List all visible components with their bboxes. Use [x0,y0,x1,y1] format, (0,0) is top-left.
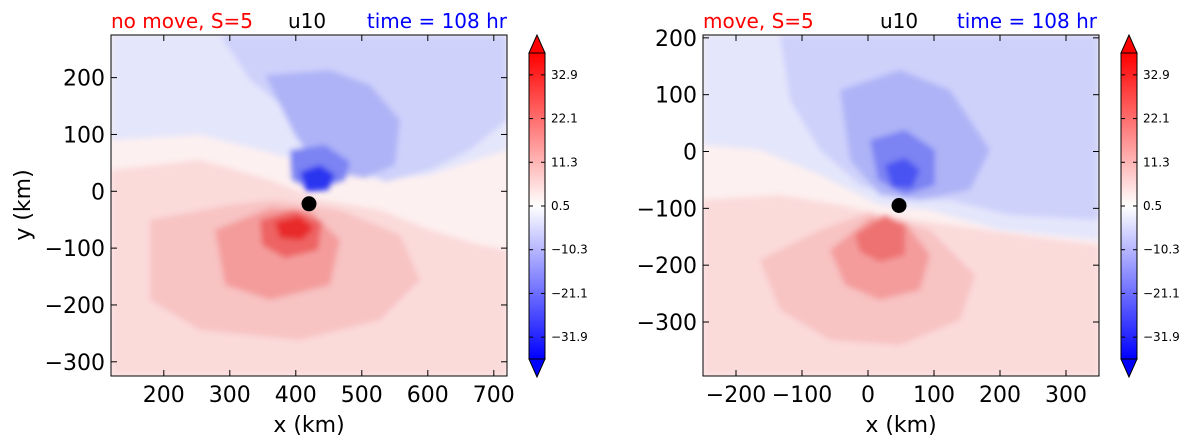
colorbar-extend-min [1120,358,1138,379]
y-tick-label: 200 [63,67,105,92]
y-tick-label: 0 [91,180,105,205]
y-axis: 200 100 0 −100 −200 −300 [45,67,507,376]
panel-title-center: u10 [288,9,326,33]
colorbar-tick-label: −21.1 [551,286,588,300]
plot-area [111,35,507,376]
panel-title-right: time = 108 hr [367,9,508,33]
x-tick-label: 100 [913,383,955,408]
x-axis-label: x (km) [273,413,344,438]
colorbar-tick-label: 11.3 [1143,155,1170,169]
plot-frame [702,34,1100,377]
panel-title-left: move, S=5 [703,9,814,33]
colorbar-ticks: 32.9 22.1 11.3 0.5 −10.3 −21.1 −31.9 [1121,68,1180,344]
panel-no-move: no move, S=5 u10 time = 108 hr 200 300 400… [11,9,588,438]
y-axis: 200 100 0 −100 −200 −300 [637,27,1099,336]
x-tick-label: −100 [772,383,832,408]
y-tick-label: 100 [655,84,697,109]
colorbar: 32.9 22.1 11.3 0.5 −10.3 −21.1 −31.9 [528,33,588,379]
x-tick-label: 300 [209,383,251,408]
colorbar-tick-label: −10.3 [1143,243,1180,257]
colorbar-tick-label: 0.5 [551,199,570,213]
y-tick-label: 200 [655,27,697,52]
field-blue-core [300,165,335,192]
field-red-core [275,216,314,240]
y-tick-label: −300 [45,351,105,376]
colorbar-extend-max [528,33,546,54]
colorbar-tick-label: 11.3 [551,155,578,169]
colorbar-extend-min [528,358,546,379]
x-tick-label: 200 [979,383,1021,408]
x-axis-label: x (km) [865,413,936,438]
y-tick-label: 0 [683,141,697,166]
panel-title-right: time = 108 hr [957,9,1098,33]
colorbar-tick-label: −10.3 [551,243,588,257]
y-tick-label: −200 [637,254,697,279]
x-tick-label: 500 [341,383,383,408]
colorbar-ticks: 32.9 22.1 11.3 0.5 −10.3 −21.1 −31.9 [529,68,588,344]
storm-center-marker [301,196,317,212]
y-tick-label: −300 [637,311,697,336]
x-tick-label: −200 [706,383,766,408]
field-red-strong [855,215,905,262]
y-tick-label: −200 [45,294,105,319]
panel-title-center: u10 [880,9,918,33]
x-tick-label: 700 [473,383,515,408]
x-tick-label: 400 [275,383,317,408]
colorbar-tick-label: 0.5 [1143,199,1162,213]
x-tick-label: 200 [143,383,185,408]
colorbar-tick-label: 32.9 [1143,68,1170,82]
y-tick-label: 100 [63,123,105,148]
colorbar: 32.9 22.1 11.3 0.5 −10.3 −21.1 −31.9 [1120,33,1180,379]
x-tick-label: 300 [1045,383,1087,408]
y-tick-label: −100 [637,197,697,222]
plot-frame [110,34,508,377]
panel-title-left: no move, S=5 [111,9,253,33]
colorbar-extend-max [1120,33,1138,54]
field-blue-core [885,158,920,188]
storm-center-marker [891,198,907,213]
x-axis: 200 300 400 500 600 700 [143,35,515,408]
y-tick-label: −100 [45,237,105,262]
colorbar-tick-label: −31.9 [1143,330,1180,344]
x-tick-label: 600 [407,383,449,408]
colorbar-tick-label: 32.9 [551,68,578,82]
colorbar-tick-label: 22.1 [551,112,578,126]
x-axis: −200 −100 0 100 200 300 [706,35,1087,408]
field-blue-mid [265,70,400,178]
y-axis-label: y (km) [11,169,36,240]
colorbar-tick-label: −21.1 [1143,286,1180,300]
colorbar-tick-label: −31.9 [551,330,588,344]
plot-area [703,35,1099,376]
x-tick-label: 0 [861,383,875,408]
colorbar-tick-label: 22.1 [1143,112,1170,126]
panel-move: move, S=5 u10 time = 108 hr −200 −100 0 100… [637,9,1180,438]
